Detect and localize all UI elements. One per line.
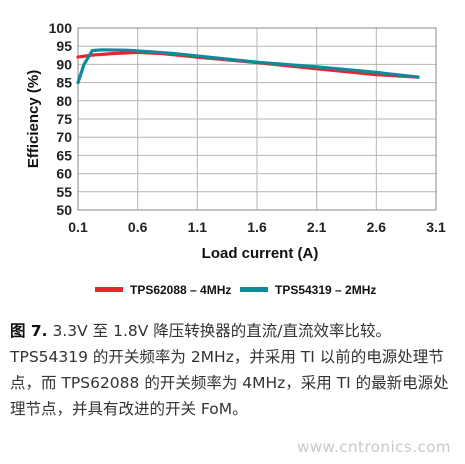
series-lines: [76, 48, 420, 85]
y-axis-title: Efficiency (%): [25, 70, 42, 168]
plot-border: [77, 27, 437, 211]
legend: TPS62088 – 4MHz TPS54319 – 2MHz: [95, 283, 376, 297]
legend-label-1: TPS62088 – 4MHz: [130, 283, 231, 297]
figure-label: 图 7.: [10, 322, 48, 340]
watermark: www.cntronics.com: [297, 438, 451, 456]
x-tick-label: 2.6: [367, 219, 387, 235]
x-tick-label: 3.1: [426, 219, 446, 235]
y-tick-label: 95: [56, 38, 72, 54]
figure-caption: 图 7. 3.3V 至 1.8V 降压转换器的直流/直流效率比较。TPS5431…: [10, 318, 450, 422]
x-tick-label: 2.1: [307, 219, 327, 235]
y-tick-label: 60: [56, 166, 72, 182]
y-tick-label: 75: [56, 111, 72, 127]
y-tick-label: 50: [56, 202, 72, 218]
grid-lines: [77, 27, 437, 211]
y-tick-label: 55: [56, 184, 72, 200]
x-tick-label: 1.1: [188, 219, 208, 235]
x-tick-label: 0.1: [68, 219, 88, 235]
x-tick-label: 0.6: [128, 219, 148, 235]
y-tick-label: 85: [56, 75, 72, 91]
x-tick-label: 1.6: [247, 219, 267, 235]
series-line-2: [76, 48, 420, 85]
legend-label-2: TPS54319 – 2MHz: [275, 283, 376, 297]
legend-swatch-2: [240, 287, 268, 292]
legend-swatch-1: [95, 287, 123, 292]
x-tick-labels: 0.1 0.6 1.1 1.6 2.1 2.6 3.1: [68, 219, 446, 235]
y-tick-label: 70: [56, 129, 72, 145]
caption-text: 3.3V 至 1.8V 降压转换器的直流/直流效率比较。TPS54319 的开关…: [10, 322, 449, 418]
y-tick-label: 100: [49, 20, 73, 36]
y-tick-label: 65: [56, 147, 72, 163]
y-tick-label: 90: [56, 56, 72, 72]
y-tick-label: 80: [56, 93, 72, 109]
efficiency-chart: 0.1 0.6 1.1 1.6 2.1 2.6 3.1 50 55 60 65 70 75 80 85 90…: [25, 20, 446, 297]
y-tick-labels: 50 55 60 65 70 75 80 85 90 95 100: [49, 20, 73, 218]
x-axis-title: Load current (A): [202, 245, 319, 262]
